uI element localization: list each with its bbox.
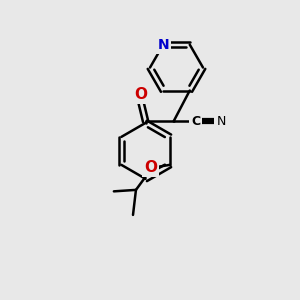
Text: N: N — [217, 115, 226, 128]
Text: C: C — [191, 115, 200, 128]
Text: N: N — [158, 38, 169, 52]
Text: O: O — [134, 86, 147, 101]
Text: O: O — [144, 160, 157, 175]
